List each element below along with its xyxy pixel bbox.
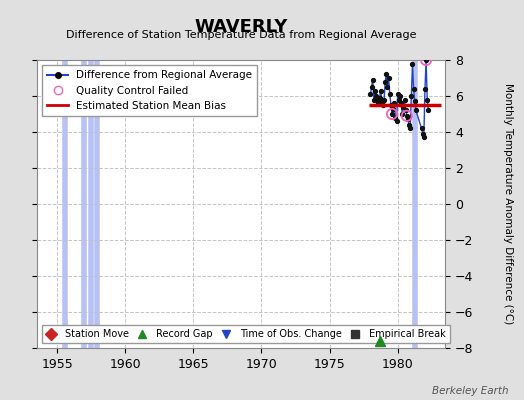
Text: Monthly Temperature Anomaly Difference (°C): Monthly Temperature Anomaly Difference (… xyxy=(503,83,514,325)
Text: Berkeley Earth: Berkeley Earth xyxy=(432,386,508,396)
Text: Difference of Station Temperature Data from Regional Average: Difference of Station Temperature Data f… xyxy=(66,30,416,40)
Point xyxy=(422,57,430,63)
Point xyxy=(388,111,396,117)
Text: WAVERLY: WAVERLY xyxy=(194,18,288,36)
Legend: Station Move, Record Gap, Time of Obs. Change, Empirical Break: Station Move, Record Gap, Time of Obs. C… xyxy=(41,325,450,343)
Point xyxy=(402,113,411,119)
